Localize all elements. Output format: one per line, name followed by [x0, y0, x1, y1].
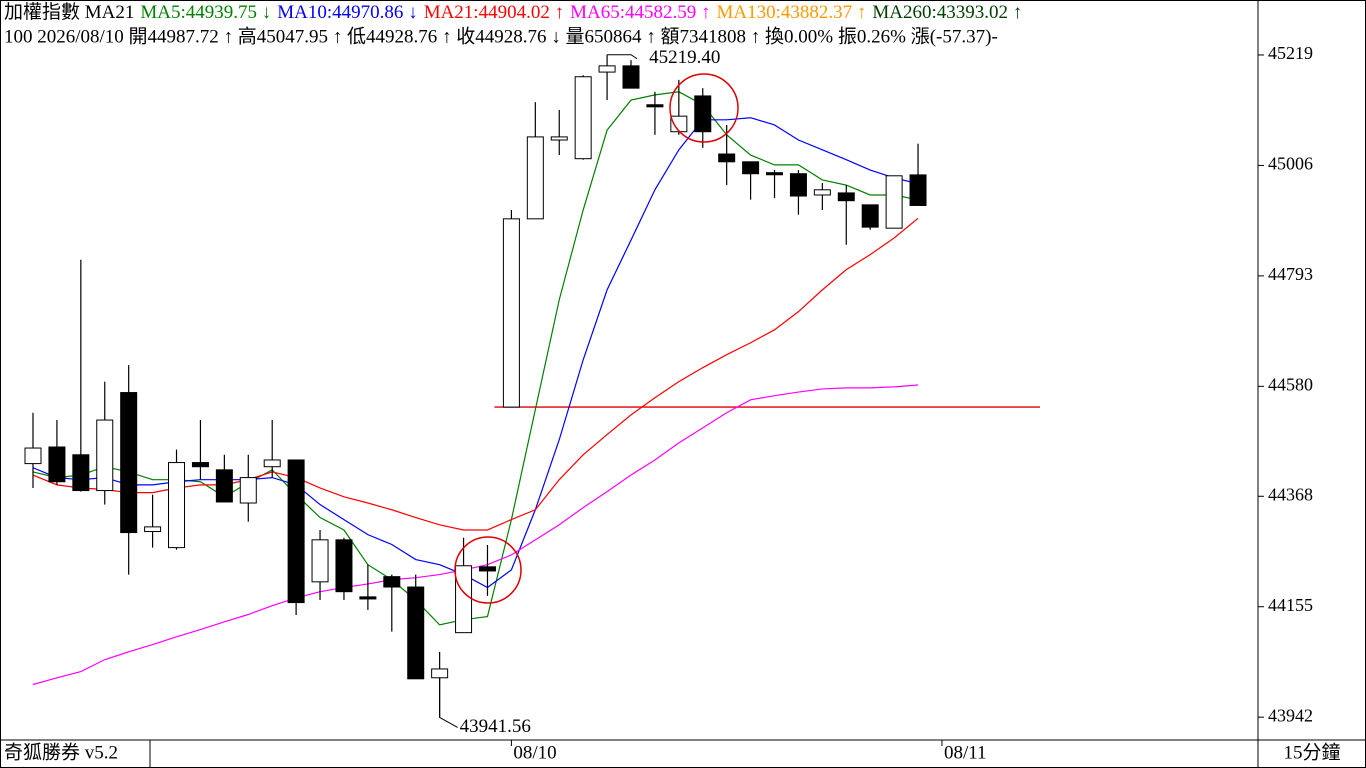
header-line-2: 100 2026/08/10 開44987.72 ↑ 高45047.95 ↑ 低…: [4, 25, 998, 47]
candle-body: [622, 65, 640, 89]
candle-body: [574, 76, 592, 160]
y-tick-label: 44155: [1268, 595, 1313, 615]
candle-body: [144, 526, 162, 533]
candle-body: [909, 174, 927, 206]
candle-body: [335, 539, 353, 593]
legend-item: MA65:44582.59 ↑: [570, 2, 710, 23]
candle-body: [239, 477, 257, 504]
x-tick-label: 08/10: [513, 742, 556, 763]
candle-body: [502, 218, 520, 408]
y-tick-label: 44368: [1268, 484, 1313, 504]
annotation-leader: [439, 677, 458, 728]
candle-body: [742, 161, 760, 175]
candle-body: [311, 539, 329, 583]
candle-body: [646, 104, 664, 108]
candle-body: [455, 565, 473, 634]
candle-body: [837, 192, 855, 202]
y-tick-label: 45006: [1268, 154, 1313, 174]
footer-left: 奇狐勝券 v5.2: [4, 741, 118, 763]
annotation-leader: [607, 54, 638, 60]
candle-body: [718, 153, 736, 163]
candle-body: [478, 566, 496, 572]
candle-body: [526, 136, 544, 220]
header-line-1: 加權指數 MA21 MA5:44939.75 ↓ MA10:44970.86 ↓ MA…: [4, 1, 1022, 23]
legend-item: MA130:43882.37 ↑: [717, 2, 867, 23]
y-tick-label: 44793: [1268, 264, 1313, 284]
candle-body: [359, 596, 377, 600]
candle-body: [766, 172, 784, 176]
candle-body: [48, 446, 66, 483]
candle-body: [407, 586, 425, 680]
legend-item: MA10:44970.86 ↓: [277, 2, 417, 23]
legend-item: MA5:44939.75 ↓: [140, 2, 271, 23]
x-tick-label: 08/11: [944, 742, 987, 763]
y-axis: 45219 45006 44793 44580 44368 44155 43942: [1258, 43, 1313, 725]
candle-body: [287, 459, 305, 604]
highlight-circle: [454, 536, 522, 604]
y-tick-label: 45219: [1268, 43, 1313, 63]
y-tick-label: 43942: [1268, 705, 1313, 725]
legend-item: MA21:44904.02 ↑: [424, 2, 564, 23]
candle-body: [96, 419, 114, 492]
candle-body: [789, 173, 807, 197]
candle-body: [383, 576, 401, 588]
candle-body: [813, 189, 831, 196]
ma-line: [32, 384, 919, 686]
candle-body: [120, 392, 138, 534]
candle-body: [215, 469, 233, 503]
candle-body: [191, 462, 209, 468]
annotation-label: 45219.40: [649, 47, 720, 68]
highlight-circle: [669, 73, 739, 143]
candle-body: [694, 95, 712, 133]
candle-body: [263, 459, 281, 468]
candle-body: [168, 462, 186, 549]
footer-right: 15分鐘: [1283, 741, 1340, 763]
plot-area: 45219.40 43941.56: [24, 47, 1040, 737]
y-tick-label: 44580: [1268, 374, 1313, 394]
candle-body: [72, 454, 90, 492]
legend-item: MA260:43393.02 ↑: [872, 2, 1022, 23]
annotation-label: 43941.56: [460, 716, 531, 737]
candle-body: [598, 65, 616, 73]
legend-item: 加權指數 MA21: [4, 1, 134, 23]
candle-body: [550, 136, 568, 141]
candle-body: [24, 447, 42, 465]
candle-body: [885, 175, 903, 229]
candle-body: [861, 204, 879, 228]
candle-body: [431, 668, 449, 679]
